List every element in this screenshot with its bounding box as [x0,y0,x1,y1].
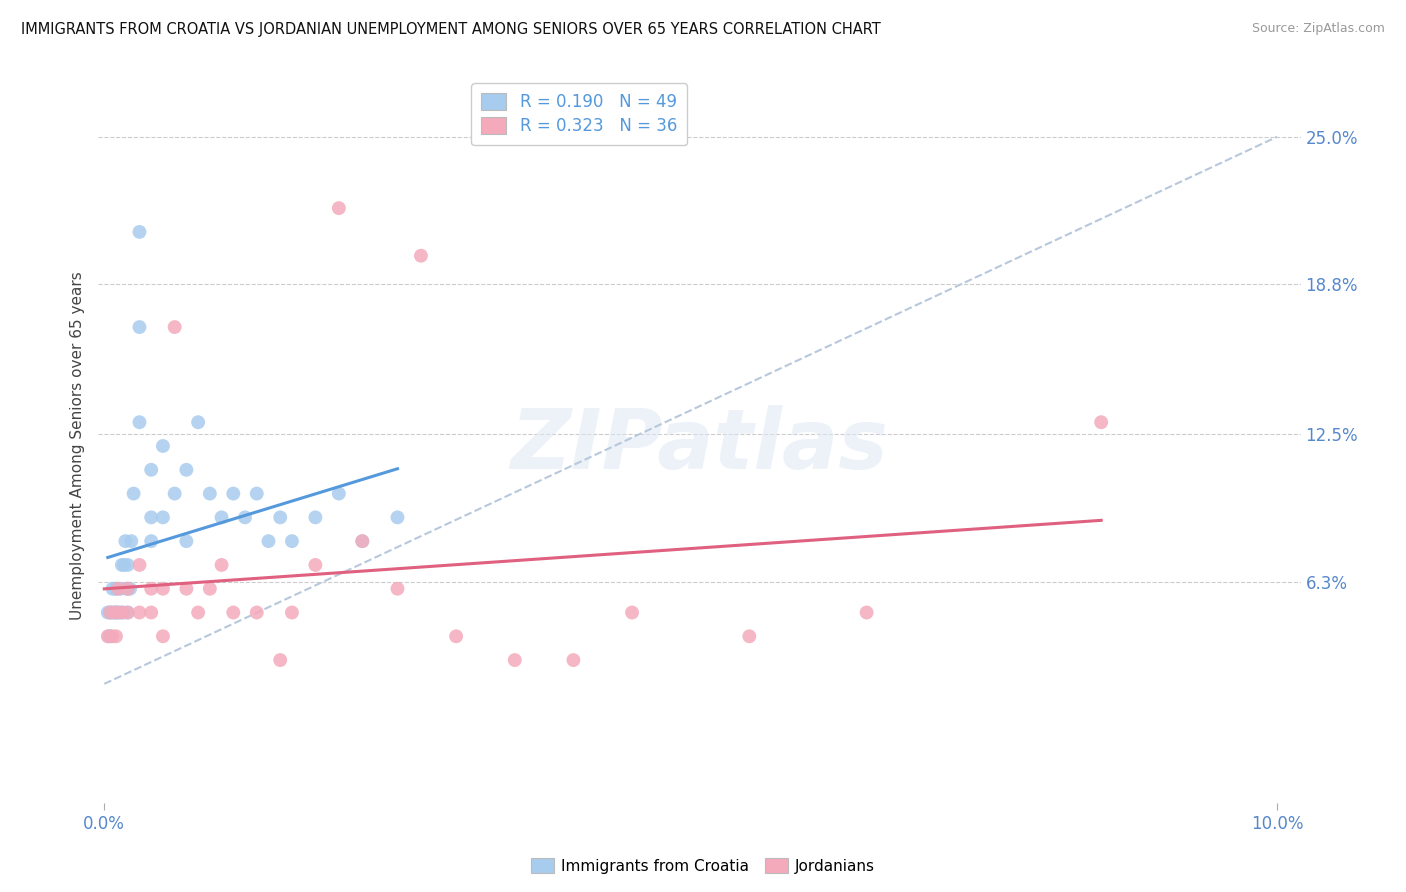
Point [152,439,174,453]
Point [141,510,163,524]
Point [352,534,374,549]
Point [117,582,139,596]
Point [855,606,877,620]
Point [152,510,174,524]
Point [304,558,326,572]
Point [117,606,139,620]
Point [352,534,374,549]
Point [141,534,163,549]
Point [111,558,134,572]
Point [111,606,134,620]
Point [105,582,128,596]
Point [128,606,150,620]
Point [246,606,269,620]
Point [112,558,135,572]
Point [176,582,198,596]
Legend: Immigrants from Croatia, Jordanians: Immigrants from Croatia, Jordanians [524,852,882,880]
Point [115,582,138,596]
Text: Source: ZipAtlas.com: Source: ZipAtlas.com [1251,22,1385,36]
Point [97,606,120,620]
Point [98,629,121,643]
Point [246,486,269,500]
Point [562,653,585,667]
Point [117,606,139,620]
Point [257,534,280,549]
Point [128,558,150,572]
Point [141,582,163,596]
Point [1090,415,1112,429]
Point [738,629,761,643]
Point [409,249,432,263]
Text: ZIPatlas: ZIPatlas [510,406,889,486]
Point [269,653,291,667]
Point [112,606,135,620]
Point [621,606,644,620]
Point [100,606,122,620]
Point [114,534,136,549]
Point [187,415,209,429]
Point [120,534,142,549]
Point [233,510,256,524]
Point [222,486,245,500]
Point [108,606,131,620]
Point [117,582,139,596]
Point [98,606,121,620]
Point [128,320,150,334]
Point [141,606,163,620]
Point [120,582,142,596]
Point [105,582,128,596]
Y-axis label: Unemployment Among Seniors over 65 years: Unemployment Among Seniors over 65 years [70,272,86,620]
Legend: R = 0.190   N = 49, R = 0.323   N = 36: R = 0.190 N = 49, R = 0.323 N = 36 [471,83,688,145]
Point [117,558,139,572]
Point [328,201,350,215]
Point [152,582,174,596]
Point [104,606,127,620]
Text: IMMIGRANTS FROM CROATIA VS JORDANIAN UNEMPLOYMENT AMONG SENIORS OVER 65 YEARS CO: IMMIGRANTS FROM CROATIA VS JORDANIAN UNE… [21,22,880,37]
Point [163,486,186,500]
Point [281,534,304,549]
Point [128,415,150,429]
Point [105,606,128,620]
Point [281,606,304,620]
Point [304,510,326,524]
Point [107,582,129,596]
Point [152,629,174,643]
Point [444,629,467,643]
Point [222,606,245,620]
Point [198,582,221,596]
Point [105,629,128,643]
Point [176,463,198,477]
Point [387,510,409,524]
Point [105,606,128,620]
Point [101,582,124,596]
Point [503,653,526,667]
Point [107,606,129,620]
Point [211,510,233,524]
Point [187,606,209,620]
Point [328,486,350,500]
Point [211,558,233,572]
Point [103,606,125,620]
Point [176,534,198,549]
Point [387,582,409,596]
Point [110,582,132,596]
Point [101,629,124,643]
Point [163,320,186,334]
Point [98,606,121,620]
Point [97,629,120,643]
Point [122,486,145,500]
Point [98,629,121,643]
Point [128,225,150,239]
Point [198,486,221,500]
Point [269,510,291,524]
Point [141,463,163,477]
